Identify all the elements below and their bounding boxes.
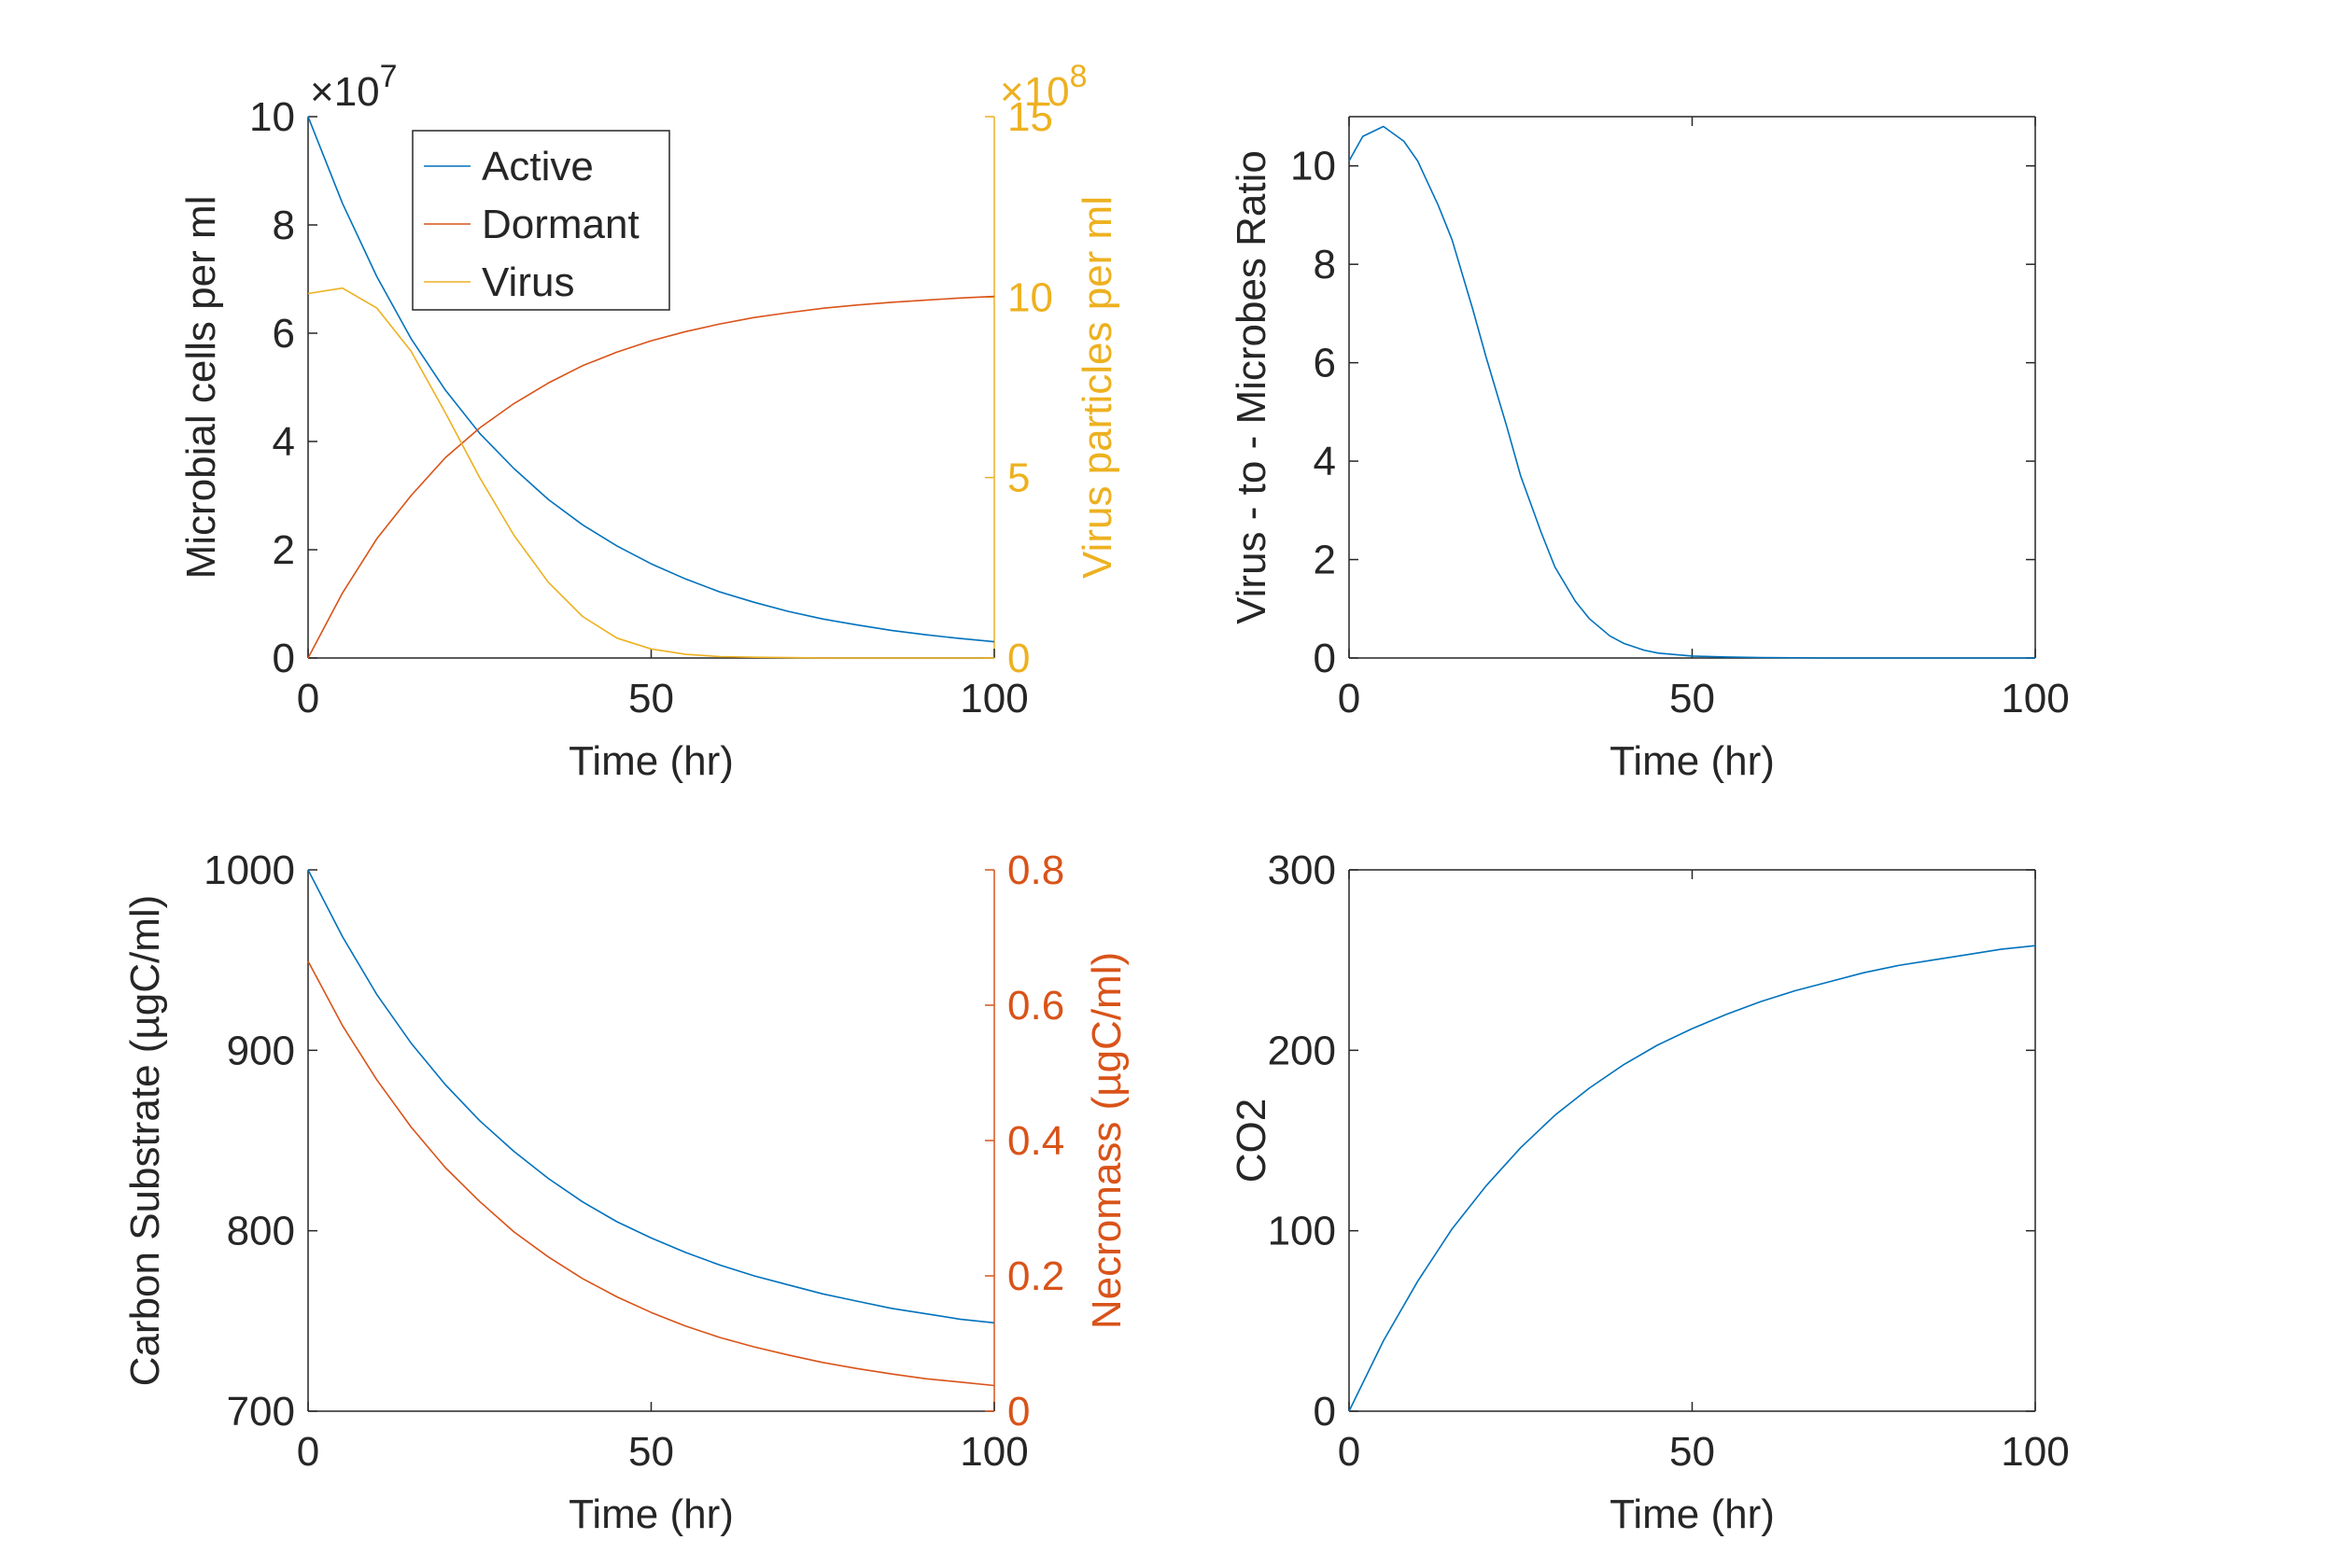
y2-tick-label: 15 — [1007, 94, 1053, 140]
x-axis-label: Time (hr) — [569, 738, 734, 784]
x-tick-label: 100 — [2001, 1429, 2069, 1475]
y2-axis-label: Virus particles per ml — [1075, 196, 1120, 579]
x-tick-label: 0 — [1338, 676, 1360, 721]
y2-tick-label: 0.4 — [1007, 1118, 1064, 1164]
chart-panel-4: 0 50 100 Time (hr) 0 100 200 300 CO2 — [1229, 847, 2070, 1537]
y-axis-label: CO2 — [1229, 1099, 1274, 1183]
legend-label-virus: Virus — [482, 259, 574, 305]
x-axis-label: Time (hr) — [569, 1491, 734, 1537]
legend-box — [412, 130, 670, 311]
series-line-2 — [307, 960, 995, 1387]
y-axis-label: Microbial cells per ml — [178, 196, 224, 580]
y-tick-label: 4 — [273, 419, 295, 465]
y-tick-label: 2 — [1314, 538, 1336, 583]
y-axis-label: Virus - to - Microbes Ratio — [1229, 150, 1274, 624]
legend-label-active: Active — [482, 144, 594, 189]
series-line-1 — [1348, 125, 2035, 659]
x-tick-label: 0 — [1338, 1429, 1360, 1475]
legend-label-dormant: Dormant — [482, 202, 640, 247]
x-tick-label: 50 — [1669, 676, 1715, 721]
series-line-dormant — [307, 295, 995, 659]
y2-tick-label: 0 — [1007, 636, 1030, 681]
chart-panel-3: 0 50 100 Time (hr) 700 800 900 1000 Carbon Subst… — [122, 847, 1130, 1537]
series-line-active — [307, 116, 995, 643]
x-axis-label: Time (hr) — [1610, 1491, 1775, 1537]
x-axis-label: Time (hr) — [1610, 738, 1775, 784]
y-tick-label: 0 — [1314, 636, 1336, 681]
x-tick-label: 100 — [960, 676, 1028, 721]
y2-tick-label: 10 — [1007, 274, 1053, 320]
y2-tick-label: 0 — [1007, 1389, 1030, 1435]
series-line-1 — [307, 869, 995, 1324]
y2-tick-label: 0.6 — [1007, 983, 1064, 1029]
x-tick-label: 0 — [297, 676, 319, 721]
y2-tick-label: 0.2 — [1007, 1253, 1064, 1299]
y-exponent-power: 7 — [380, 59, 398, 94]
x-tick-label: 50 — [628, 676, 674, 721]
y2-exponent-power: 8 — [1070, 59, 1088, 94]
y2-axis-label: Necromass (µgC/ml) — [1084, 952, 1130, 1329]
x-tick-label: 100 — [2001, 676, 2069, 721]
y-tick-label: 8 — [273, 203, 295, 248]
y-tick-label: 100 — [1268, 1209, 1336, 1254]
y-tick-label: 0 — [273, 636, 295, 681]
x-tick-label: 50 — [1669, 1429, 1715, 1475]
y-tick-label: 0 — [1314, 1389, 1336, 1435]
y-axis-label: Carbon Substrate (µgC/ml) — [122, 895, 168, 1387]
x-tick-label: 50 — [628, 1429, 674, 1475]
legend: Active Dormant Virus — [412, 130, 670, 311]
y-tick-label: 800 — [227, 1209, 295, 1254]
chart-panel-2: 0 50 100 Time (hr) 0 2 4 6 8 10 Virus - to - Micro… — [1229, 116, 2070, 784]
x-tick-label: 0 — [297, 1429, 319, 1475]
y-tick-label: 10 — [249, 94, 295, 140]
y-tick-label: 700 — [227, 1389, 295, 1435]
y-tick-label: 200 — [1268, 1028, 1336, 1073]
y-tick-label: 6 — [1314, 341, 1336, 386]
y-tick-label: 10 — [1290, 144, 1336, 189]
y-tick-label: 8 — [1314, 242, 1336, 287]
y-tick-label: 900 — [227, 1028, 295, 1073]
y-tick-label: 300 — [1268, 847, 1336, 893]
y-tick-label: 6 — [273, 311, 295, 357]
series-line-virus — [307, 287, 994, 659]
x-tick-label: 100 — [960, 1429, 1028, 1475]
y-tick-label: 2 — [273, 527, 295, 573]
y2-tick-label: 0.8 — [1007, 847, 1064, 893]
series-line-1 — [1348, 945, 2036, 1412]
y2-tick-label: 5 — [1007, 455, 1030, 501]
y-tick-label: 1000 — [204, 847, 295, 893]
y-tick-label: 4 — [1314, 439, 1336, 484]
